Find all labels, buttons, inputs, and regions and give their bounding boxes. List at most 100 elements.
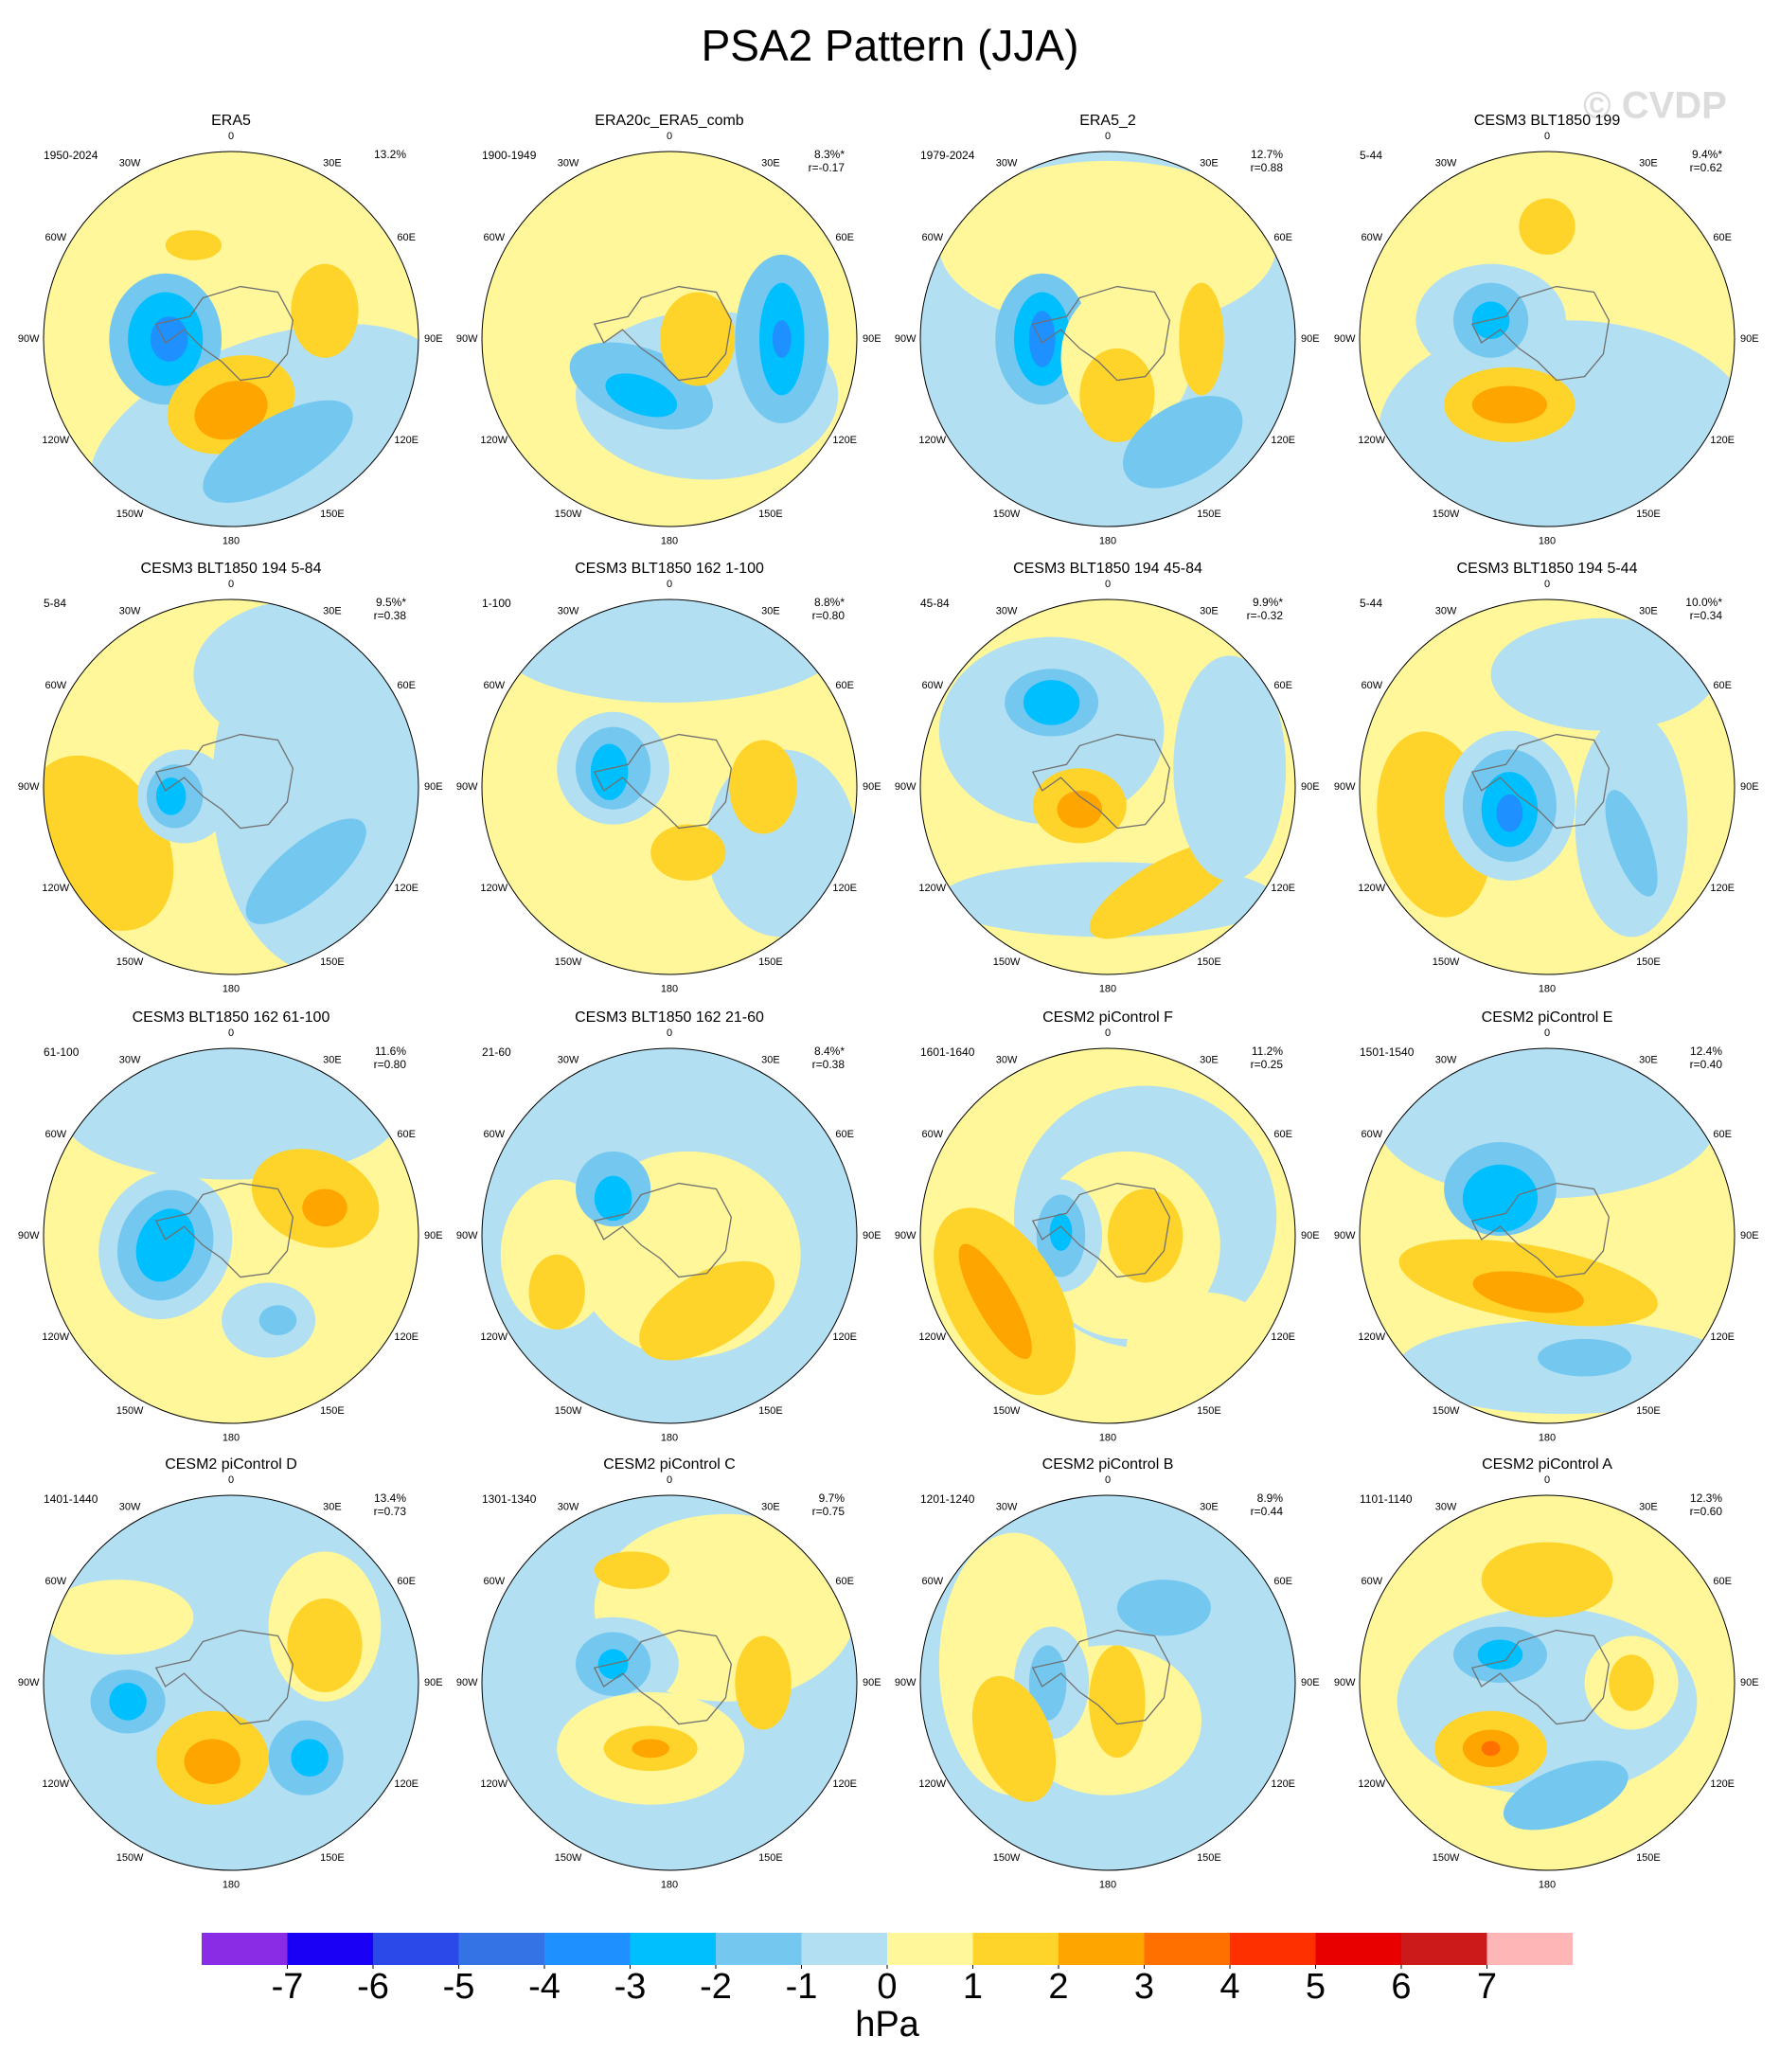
map-panel: CESM2 piControl A 1101-1140 12.3%r=0.60 0 30… — [1334, 1456, 1759, 1891]
longitude-label: 30W — [558, 606, 579, 617]
longitude-label: 60W — [44, 232, 66, 243]
longitude-label: 30E — [1200, 606, 1219, 617]
period-label: 1501-1540 — [1360, 1045, 1415, 1059]
contour-fill — [1089, 841, 1238, 939]
longitude-label: 0 — [1105, 131, 1111, 142]
longitude-label: 90E — [863, 1230, 881, 1241]
longitude-label: 0 — [1105, 1474, 1111, 1486]
longitude-label: 150E — [320, 1852, 345, 1864]
variance-label: 8.4%* — [814, 1045, 845, 1058]
colorbar-label: -7 — [272, 1967, 304, 2007]
map-field — [1360, 1048, 1735, 1423]
colorbar-box — [1315, 1933, 1401, 1965]
period-label: 1979-2024 — [920, 149, 975, 162]
longitude-label: 30W — [119, 158, 141, 170]
contour-fill — [1123, 396, 1243, 489]
longitude-label: 60W — [44, 680, 66, 691]
longitude-label: 150E — [1197, 1852, 1221, 1864]
longitude-label: 120W — [1358, 1331, 1385, 1343]
longitude-label: 60W — [921, 680, 943, 691]
longitude-label: 180 — [661, 1433, 678, 1444]
longitude-label: 30W — [1435, 1055, 1457, 1066]
longitude-label: 0 — [667, 579, 672, 590]
longitude-label: 90E — [1301, 333, 1320, 345]
longitude-label: 30E — [323, 1055, 342, 1066]
panel-title: ERA5_2 — [1079, 113, 1136, 129]
longitude-label: 60E — [397, 1576, 416, 1587]
longitude-label: 60W — [921, 1576, 943, 1587]
longitude-label: 0 — [1544, 579, 1550, 590]
longitude-label: 30E — [761, 158, 780, 170]
longitude-label: 150W — [555, 1852, 582, 1864]
longitude-label: 60W — [1361, 1576, 1382, 1587]
contour-fill — [44, 1580, 194, 1655]
correlation-label: r=0.34 — [1690, 609, 1723, 622]
map-border — [1359, 1494, 1736, 1871]
coastline — [1470, 1182, 1611, 1278]
panel-title: CESM2 piControl B — [1042, 1456, 1174, 1473]
longitude-label: 30W — [119, 1502, 141, 1513]
variance-label: 12.4% — [1690, 1045, 1722, 1058]
longitude-label: 0 — [1544, 1027, 1550, 1039]
longitude-label: 30W — [996, 158, 1018, 170]
longitude-label: 90E — [424, 781, 443, 793]
longitude-label: 30E — [761, 606, 780, 617]
map-panel: CESM3 BLT1850 162 21-60 21-60 8.4%*r=0.38 0… — [456, 1009, 881, 1444]
longitude-label: 120E — [394, 1331, 418, 1343]
longitude-label: 30E — [1639, 606, 1658, 617]
contour-fill — [1057, 790, 1103, 829]
longitude-label: 150E — [1636, 509, 1661, 520]
map-field — [482, 152, 857, 527]
map-panel: CESM2 piControl B 1201-1240 8.9%r=0.44 0 30E… — [895, 1456, 1320, 1891]
longitude-label: 60W — [921, 232, 943, 243]
colorbar-box — [887, 1933, 973, 1965]
contour-fill — [1496, 794, 1523, 832]
longitude-label: 60E — [1713, 680, 1732, 691]
longitude-label: 150E — [758, 509, 783, 520]
longitude-label: 30E — [761, 1055, 780, 1066]
watermark: © CVDP — [1583, 85, 1727, 127]
longitude-label: 180 — [1099, 1433, 1116, 1444]
map-panel: CESM3 BLT1850 199 5-44 9.4%*r=0.62 0 30E 60E 9… — [1334, 113, 1759, 547]
longitude-label: 90W — [456, 1677, 478, 1688]
period-label: 1950-2024 — [44, 149, 98, 162]
longitude-label: 30W — [1435, 606, 1457, 617]
longitude-label: 120E — [832, 1331, 857, 1343]
period-label: 1101-1140 — [1360, 1492, 1413, 1506]
longitude-label: 180 — [1099, 536, 1116, 547]
period-label: 1301-1340 — [482, 1492, 537, 1506]
longitude-label: 120W — [480, 435, 507, 446]
map-field — [482, 1048, 857, 1423]
colorbar-label: -4 — [528, 1967, 561, 2007]
longitude-label: 90E — [1301, 781, 1320, 793]
longitude-label: 150E — [758, 1405, 783, 1417]
longitude-label: 150E — [1636, 1852, 1661, 1864]
contour-fill — [245, 818, 366, 924]
contour-fill — [155, 777, 187, 815]
colorbar-unit: hPa — [855, 2005, 919, 2045]
longitude-label: 60E — [835, 1129, 854, 1140]
longitude-label: 120E — [394, 1778, 418, 1790]
colorbar-box — [972, 1933, 1059, 1965]
colorbar-label: 0 — [877, 1967, 897, 2007]
map-border — [1359, 1047, 1736, 1424]
longitude-label: 0 — [228, 131, 234, 142]
longitude-label: 120E — [832, 1778, 857, 1790]
longitude-label: 60E — [835, 232, 854, 243]
longitude-label: 60E — [397, 680, 416, 691]
longitude-label: 120E — [832, 435, 857, 446]
coastline — [1031, 285, 1171, 382]
contour-fill — [184, 1739, 240, 1784]
colorbar-box — [544, 1933, 631, 1965]
longitude-label: 150E — [1636, 956, 1661, 968]
longitude-label: 180 — [1539, 1433, 1556, 1444]
colorbar-label: -3 — [614, 1967, 647, 2007]
colorbar-label: 1 — [963, 1967, 983, 2007]
longitude-label: 60E — [1713, 232, 1732, 243]
longitude-label: 90E — [1301, 1230, 1320, 1241]
longitude-label: 90W — [895, 333, 917, 345]
contour-fill — [639, 1260, 774, 1361]
colorbar-label: -2 — [700, 1967, 732, 2007]
longitude-label: 60E — [1713, 1576, 1732, 1587]
